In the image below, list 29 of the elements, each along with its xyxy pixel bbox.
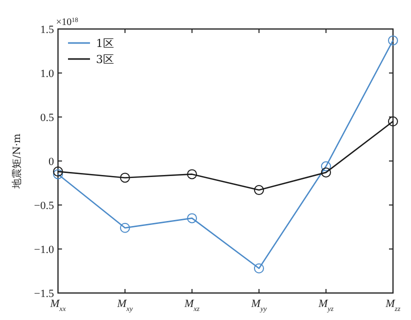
x-tick-label: M$_{xy}$ xyxy=(116,298,134,313)
y-axis-title: 地震矩/N·m xyxy=(11,133,23,190)
text: ×10$^{18}$ xyxy=(56,16,78,28)
y-tick-label: −0.5 xyxy=(34,200,54,212)
y-tick-label: 1.5 xyxy=(40,24,54,36)
point xyxy=(187,169,197,180)
y-tick-label: −1.5 xyxy=(34,288,54,300)
legend-label: 1区 xyxy=(96,37,114,50)
point xyxy=(388,35,398,46)
x-tick-label: M$_{xx}$ xyxy=(49,298,67,313)
y-tick-label: 0 xyxy=(48,156,54,168)
point xyxy=(187,213,197,224)
y-tick-label: 0.5 xyxy=(40,112,54,124)
legend-label: 3区 xyxy=(96,53,114,66)
point xyxy=(53,169,63,180)
point xyxy=(53,166,63,177)
point xyxy=(254,263,264,274)
point xyxy=(321,167,331,178)
y-tick-label: 1.0 xyxy=(40,68,54,80)
x-tick-label: M$_{zz}$ xyxy=(384,298,401,313)
y-tick-label: −1.0 xyxy=(34,244,54,256)
point xyxy=(254,185,264,196)
point xyxy=(120,172,130,183)
point xyxy=(388,116,398,126)
x-tick-label: M$_{xz}$ xyxy=(183,298,200,313)
point xyxy=(321,161,331,172)
point xyxy=(120,222,130,233)
x-tick-label: M$_{yz}$ xyxy=(317,298,334,313)
x-tick-label: M$_{yy}$ xyxy=(250,298,268,313)
